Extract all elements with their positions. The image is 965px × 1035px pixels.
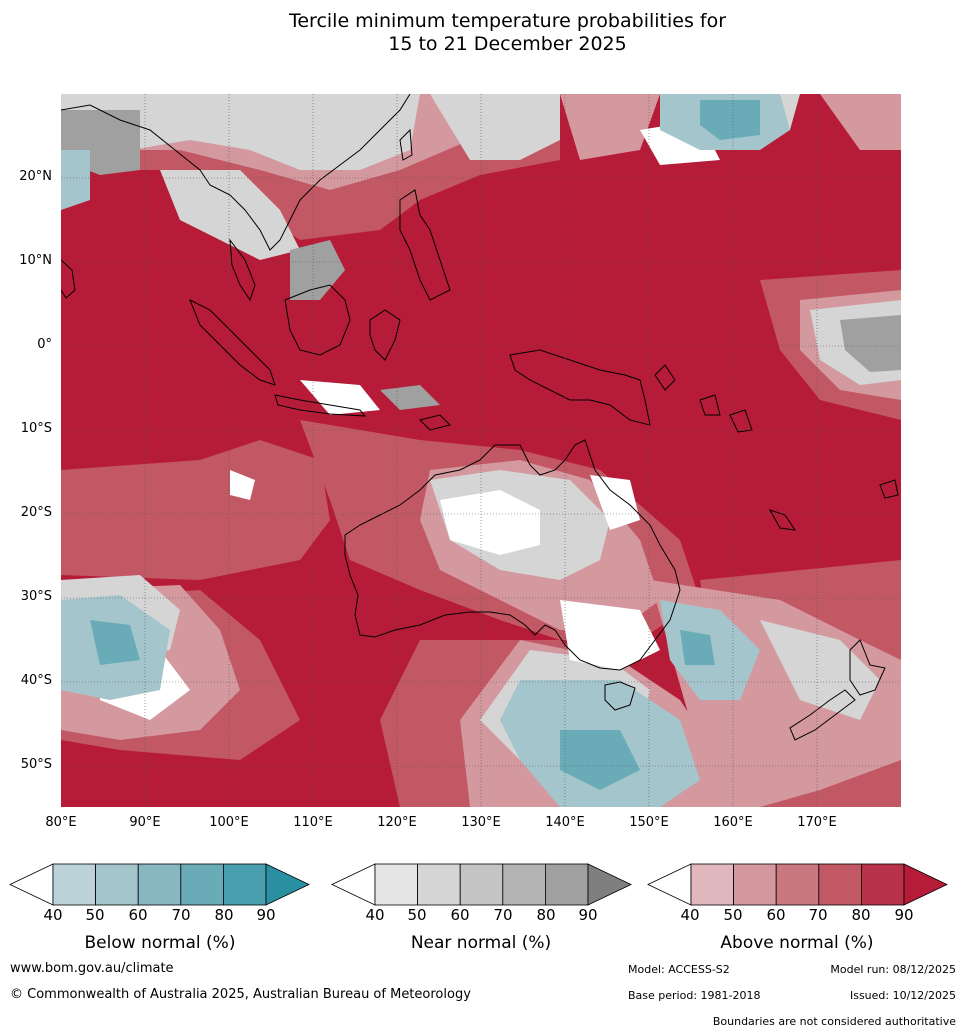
model-run-text: Model run: 08/12/2025 xyxy=(830,963,956,976)
colorbar-segment xyxy=(545,863,589,906)
tick-label: 50 xyxy=(407,906,427,924)
lon-label: 130°E xyxy=(461,815,501,830)
tick-label: 50 xyxy=(723,906,743,924)
lat-label: 10°S xyxy=(20,421,52,436)
colorbar-segment xyxy=(861,863,905,906)
colorbar-segment xyxy=(52,863,96,906)
colorbar-title-near: Near normal (%) xyxy=(410,933,552,953)
lat-label: 10°N xyxy=(19,253,52,268)
lon-label: 80°E xyxy=(45,815,77,830)
lat-label: 20°N xyxy=(19,169,52,184)
tick-label: 40 xyxy=(43,906,63,924)
tick-label: 60 xyxy=(128,906,148,924)
lat-label: 30°S xyxy=(20,589,52,604)
tick-label: 70 xyxy=(808,906,828,924)
tick-label: 90 xyxy=(256,906,276,924)
disclaimer-text: Boundaries are not considered authoritat… xyxy=(712,1015,956,1028)
lon-label: 150°E xyxy=(629,815,669,830)
lon-label: 170°E xyxy=(797,815,837,830)
tick-label: 80 xyxy=(536,906,556,924)
colorbar-segment xyxy=(417,863,461,906)
colorbar-below-normal xyxy=(9,863,310,906)
lon-label: 100°E xyxy=(209,815,249,830)
coastlines xyxy=(61,94,899,741)
colorbar-segment xyxy=(818,863,862,906)
title-line-1: Tercile minimum temperature probabilitie… xyxy=(288,10,727,32)
base-period-text: Base period: 1981-2018 xyxy=(628,989,761,1002)
colorbar-extend-high xyxy=(265,863,310,906)
colorbar-segment xyxy=(95,863,139,906)
graticule xyxy=(61,94,901,807)
tick-label: 90 xyxy=(894,906,914,924)
colorbar-title-below: Below normal (%) xyxy=(84,933,236,953)
colorbar-extend-low xyxy=(647,863,692,906)
colorbar-segment xyxy=(459,863,504,906)
colorbar-segment xyxy=(733,863,777,906)
colorbar-extend-high xyxy=(587,863,632,906)
lat-label: 20°S xyxy=(20,505,52,520)
tick-label: 80 xyxy=(214,906,234,924)
lat-label: 0° xyxy=(37,337,52,352)
tick-label: 50 xyxy=(85,906,105,924)
issued-text: Issued: 10/12/2025 xyxy=(849,989,956,1002)
colorbar-segment xyxy=(137,863,182,906)
tick-label: 60 xyxy=(450,906,470,924)
copyright-text: © Commonwealth of Australia 2025, Austra… xyxy=(10,987,471,1002)
tick-label: 60 xyxy=(766,906,786,924)
colorbar-above-normal xyxy=(647,863,948,906)
lon-label: 90°E xyxy=(129,815,161,830)
tick-label: 80 xyxy=(851,906,871,924)
tick-label: 70 xyxy=(171,906,191,924)
lat-label: 40°S xyxy=(20,673,52,688)
lon-label: 120°E xyxy=(377,815,417,830)
lon-label: 160°E xyxy=(713,815,753,830)
below-normal-high-zones xyxy=(90,100,760,790)
colorbar-near-normal xyxy=(331,863,632,906)
colorbar-extend-low xyxy=(9,863,54,906)
colorbar-segment xyxy=(222,863,267,906)
colorbar-title-above: Above normal (%) xyxy=(720,933,874,953)
model-text: Model: ACCESS-S2 xyxy=(628,963,730,976)
lat-label: 50°S xyxy=(20,757,52,772)
colorbar-segment xyxy=(374,863,418,906)
colorbar-extend-high xyxy=(903,863,948,906)
title-line-2: 15 to 21 December 2025 xyxy=(388,33,627,55)
colorbar-segment xyxy=(180,863,224,906)
website-link[interactable]: www.bom.gov.au/climate xyxy=(10,961,174,976)
colorbar-segment xyxy=(775,863,820,906)
tick-label: 70 xyxy=(493,906,513,924)
colorbar-segment xyxy=(690,863,734,906)
tick-label: 90 xyxy=(578,906,598,924)
colorbar-segment xyxy=(502,863,546,906)
tick-label: 40 xyxy=(365,906,385,924)
lon-label: 140°E xyxy=(545,815,585,830)
map-field xyxy=(61,94,901,807)
chart-title: Tercile minimum temperature probabilitie… xyxy=(0,10,965,56)
lon-label: 110°E xyxy=(293,815,333,830)
colorbar-extend-low xyxy=(331,863,376,906)
tick-label: 40 xyxy=(680,906,700,924)
